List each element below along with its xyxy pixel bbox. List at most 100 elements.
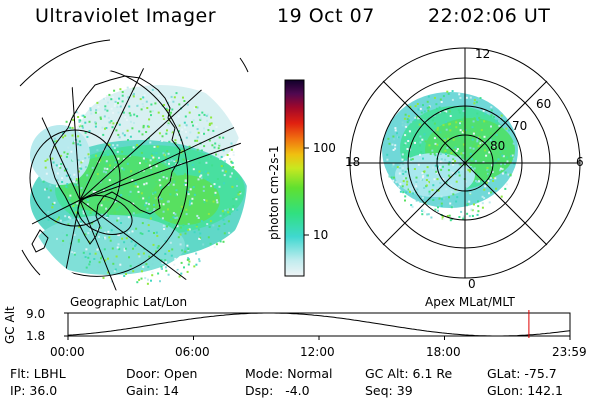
- emission-pixel: [80, 167, 83, 170]
- emission-pixel: [164, 161, 167, 164]
- emission-pixel: [401, 169, 404, 172]
- emission-pixel: [213, 246, 216, 249]
- emission-pixel: [435, 103, 438, 106]
- emission-pixel: [448, 106, 451, 109]
- emission-pixel: [174, 139, 177, 142]
- emission-pixel: [205, 161, 208, 164]
- emission-pixel: [72, 118, 75, 121]
- emission-pixel: [437, 206, 439, 209]
- emission-pixel: [100, 204, 103, 207]
- emission-pixel: [458, 154, 461, 157]
- emission-pixel: [170, 254, 173, 257]
- emission-pixel: [424, 140, 427, 143]
- emission-pixel: [470, 167, 473, 170]
- emission-pixel: [445, 134, 447, 137]
- emission-pixel: [47, 210, 50, 213]
- emission-pixel: [149, 166, 152, 169]
- emission-pixel: [105, 127, 108, 129]
- emission-pixel: [392, 163, 395, 166]
- emission-pixel: [133, 238, 136, 240]
- emission-pixel: [418, 123, 421, 126]
- mlat-label-80: 80: [490, 139, 506, 153]
- emission-pixel: [432, 116, 435, 119]
- emission-pixel: [138, 130, 141, 133]
- emission-pixel: [472, 145, 475, 148]
- emission-pixel: [444, 121, 447, 124]
- emission-pixel: [417, 108, 420, 111]
- app-title: Ultraviolet Imager: [35, 5, 217, 27]
- emission-pixel: [407, 188, 410, 191]
- emission-pixel: [61, 243, 64, 246]
- emission-pixel: [403, 144, 406, 146]
- emission-pixel: [110, 280, 113, 283]
- emission-pixel: [230, 160, 233, 163]
- emission-pixel: [165, 132, 168, 135]
- emission-pixel: [113, 105, 116, 107]
- emission-pixel: [486, 167, 489, 169]
- emission-pixel: [391, 165, 394, 168]
- emission-pixel: [206, 178, 209, 181]
- emission-pixel: [107, 271, 110, 274]
- emission-pixel: [473, 130, 476, 133]
- emission-pixel: [123, 234, 126, 237]
- emission-pixel: [414, 141, 416, 144]
- emission-pixel: [469, 152, 472, 155]
- emission-pixel: [162, 176, 165, 179]
- emission-pixel: [445, 181, 448, 184]
- emission-pixel: [169, 241, 172, 244]
- emission-pixel: [423, 133, 426, 136]
- emission-pixel: [445, 153, 447, 155]
- emission-pixel: [207, 172, 210, 175]
- emission-pixel: [504, 120, 507, 122]
- emission-pixel: [423, 110, 426, 113]
- emission-pixel: [170, 177, 173, 180]
- emission-pixel: [405, 158, 408, 161]
- emission-pixel: [51, 206, 54, 209]
- emission-pixel: [153, 209, 156, 212]
- emission-pixel: [491, 170, 494, 173]
- emission-pixel: [125, 273, 127, 275]
- emission-pixel: [219, 214, 222, 217]
- emission-pixel: [152, 152, 155, 155]
- emission-pixel: [469, 96, 472, 99]
- emission-pixel: [164, 259, 167, 262]
- emission-pixel: [111, 126, 114, 129]
- emission-pixel: [187, 263, 190, 266]
- emission-pixel: [230, 142, 233, 145]
- emission-pixel: [121, 91, 124, 93]
- emission-pixel: [412, 192, 415, 195]
- emission-pixel: [131, 179, 134, 182]
- emission-pixel: [204, 170, 207, 173]
- emission-pixel: [460, 119, 463, 122]
- emission-pixel: [458, 163, 461, 166]
- emission-pixel: [117, 217, 120, 220]
- emission-pixel: [159, 280, 161, 283]
- emission-pixel: [221, 210, 224, 213]
- emission-pixel: [212, 224, 215, 227]
- emission-pixel: [97, 228, 99, 231]
- emission-pixel: [431, 119, 434, 122]
- emission-pixel: [508, 129, 511, 132]
- emission-pixel: [394, 147, 397, 150]
- emission-pixel: [146, 210, 149, 213]
- emission-pixel: [78, 140, 81, 143]
- emission-pixel: [462, 110, 465, 112]
- emission-pixel: [426, 213, 429, 216]
- emission-pixel: [127, 216, 130, 219]
- emission-pixel: [180, 261, 183, 264]
- emission-pixel: [209, 242, 212, 245]
- emission-pixel: [471, 126, 474, 129]
- emission-pixel: [185, 136, 188, 139]
- emission-pixel: [408, 130, 411, 133]
- emission-pixel: [410, 158, 413, 161]
- emission-pixel: [83, 223, 86, 226]
- emission-pixel: [165, 159, 168, 162]
- emission-pixel: [116, 150, 119, 153]
- emission-pixel: [118, 206, 121, 209]
- emission-pixel: [450, 152, 453, 154]
- emission-pixel: [151, 271, 154, 274]
- emission-pixel: [425, 184, 428, 187]
- emission-pixel: [493, 137, 496, 140]
- emission-pixel: [152, 156, 155, 159]
- emission-pixel: [438, 106, 441, 109]
